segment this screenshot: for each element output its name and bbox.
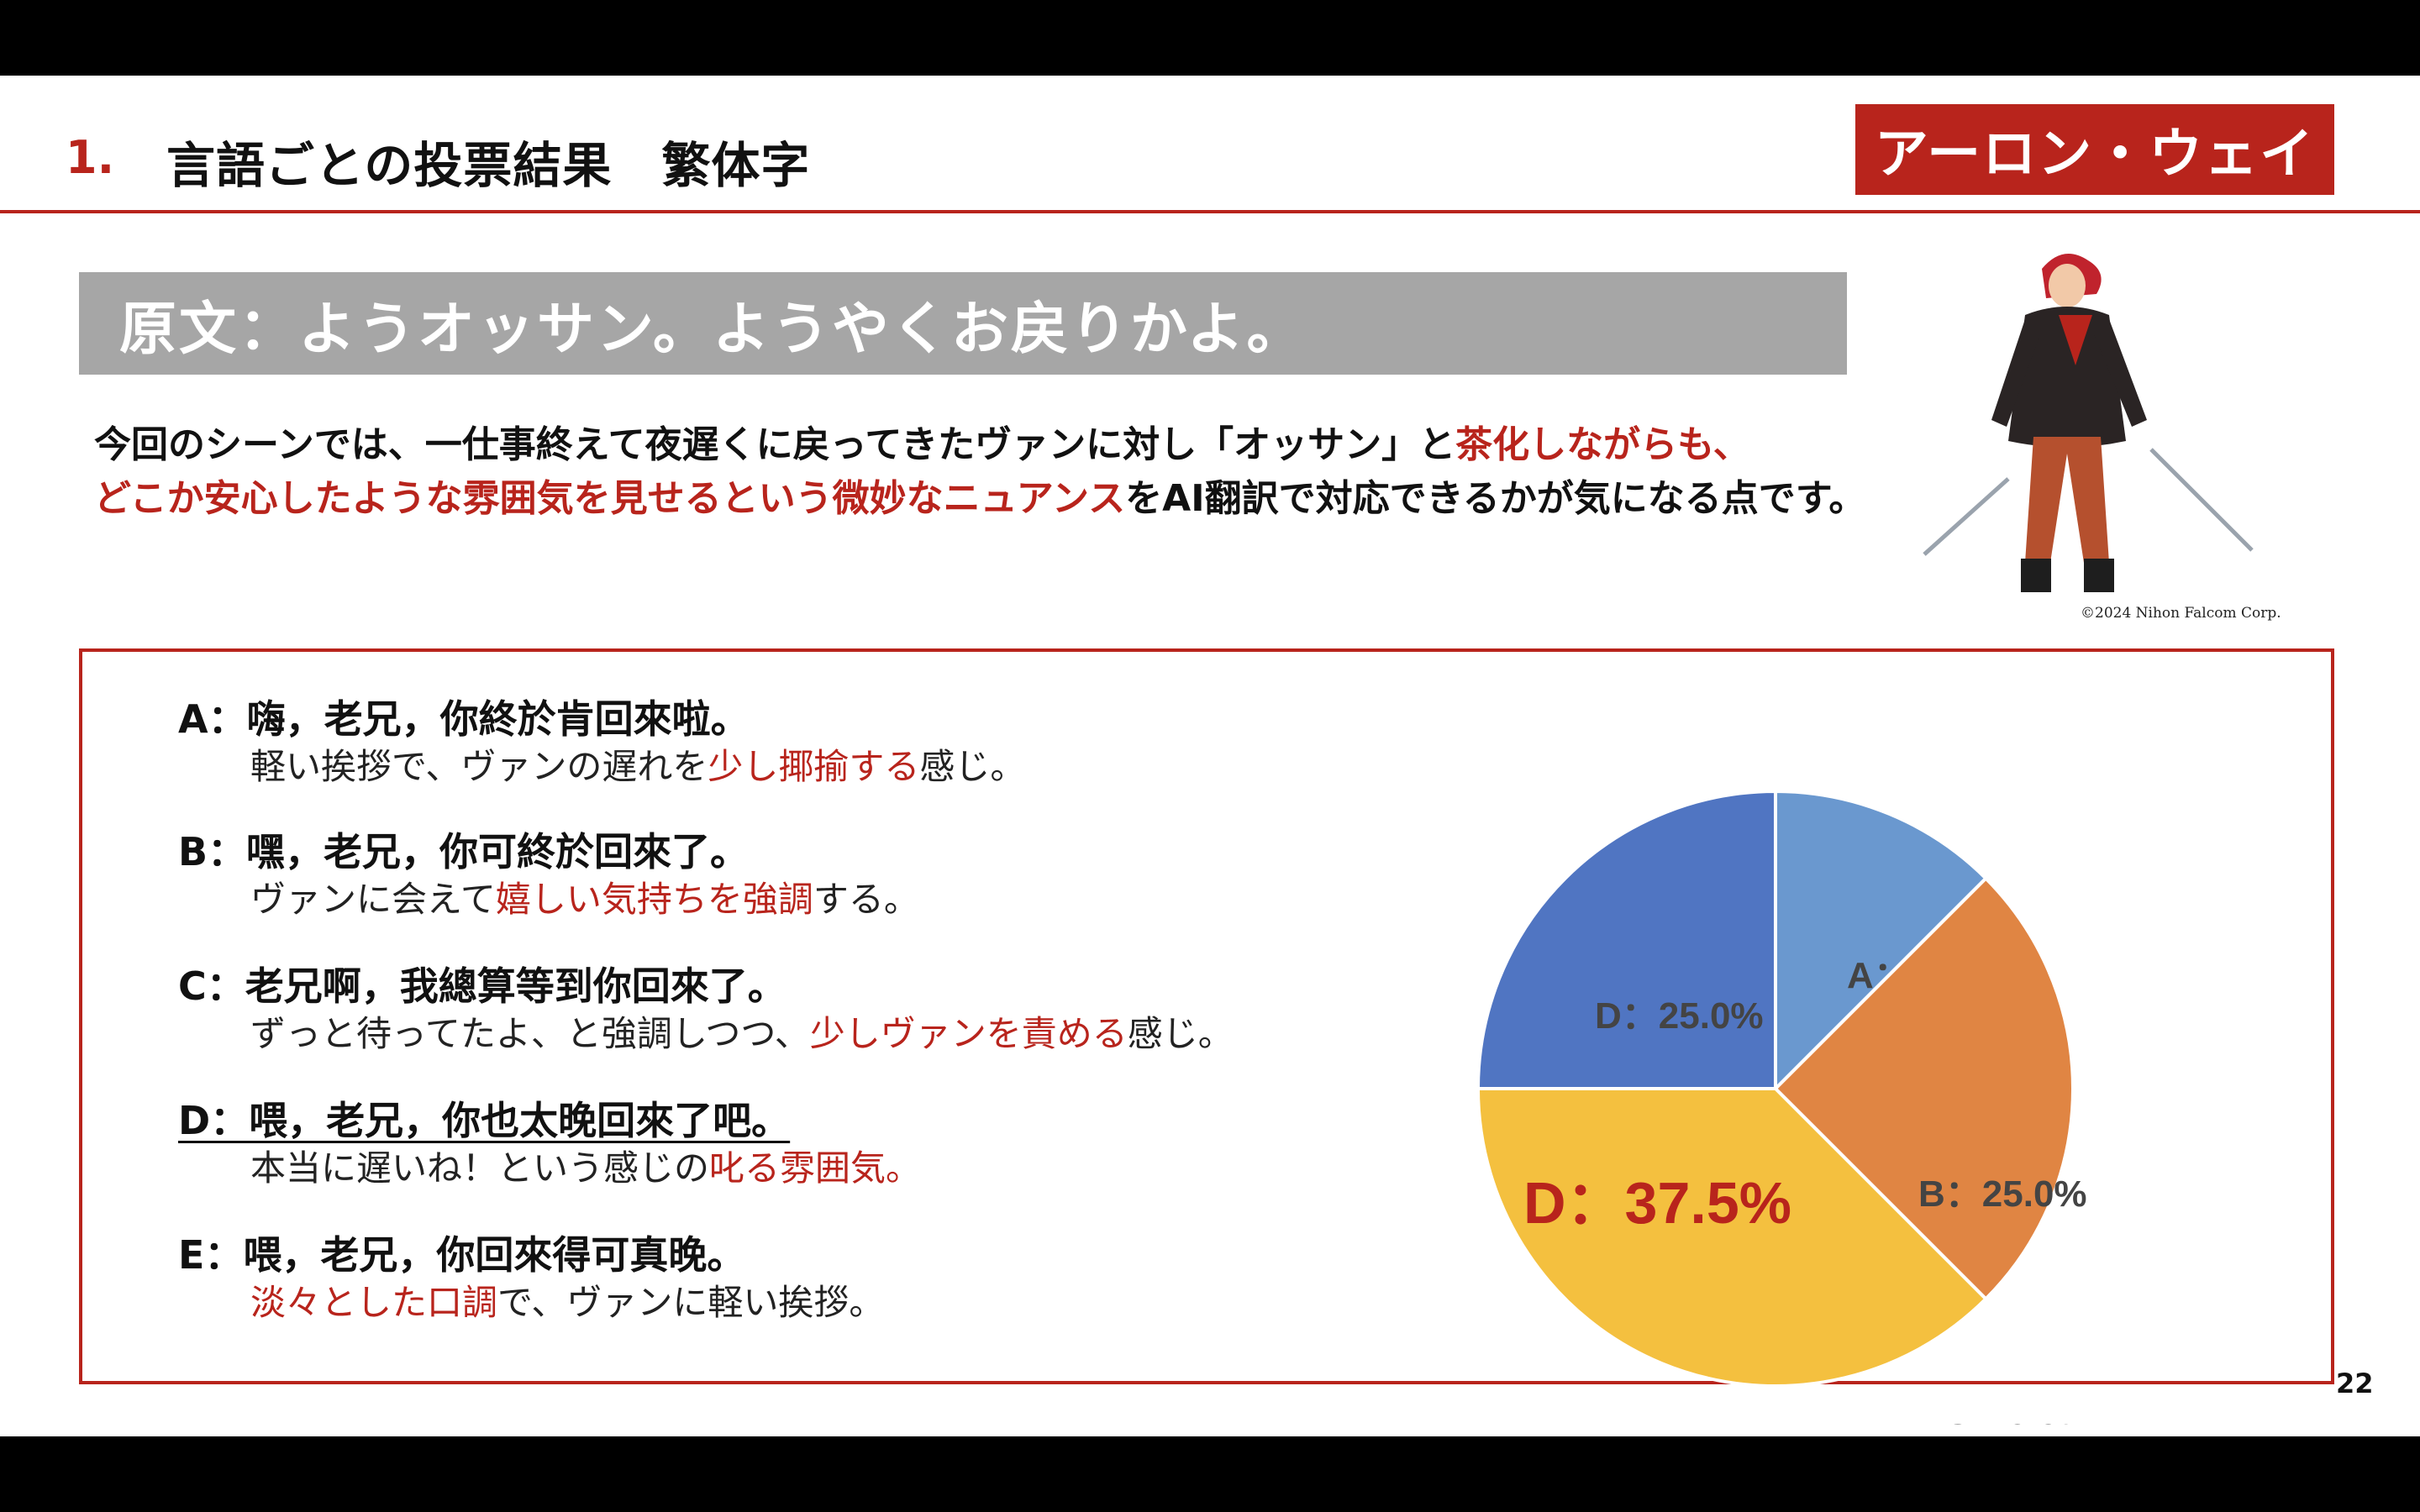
option-b: B：嘿，老兄，你可終於回來了。 ヴァンに会えて嬉しい気持ちを強調する。 (178, 828, 919, 924)
description-segment: 感じ。 (919, 746, 1026, 787)
description-segment: ずっと待ってたよ、と強調しつつ、 (250, 1013, 810, 1054)
pie-slice-a-0 (1774, 789, 1989, 1093)
intro-text: 今回のシーンでは、一仕事終えて夜遅くに戻ってきたヴァンに対し「オッサン」と茶化し… (94, 418, 1865, 526)
copyright-text: ©2024 Nihon Falcom Corp. (2081, 605, 2281, 622)
intro-segment: 今回のシーンでは、一仕事終えて夜遅くに戻ってきたヴァンに対し「オッサン」と (94, 423, 1456, 466)
option-description: 淡々とした口調で、ヴァンに軽い挨拶。 (178, 1278, 884, 1327)
option-translation: E：喂，老兄，你回來得可真晚。 (178, 1232, 746, 1278)
intro-line: 今回のシーンでは、一仕事終えて夜遅くに戻ってきたヴァンに対し「オッサン」と茶化し… (94, 418, 1865, 472)
description-highlight: 淡々とした口調 (250, 1282, 498, 1323)
pie-slice-d-3 (1476, 1087, 1989, 1388)
pie-label-c-2: C：0.0% (1944, 1417, 2091, 1425)
option-translation: D：喂，老兄，你也太晚回來了吧。 (178, 1098, 791, 1143)
intro-segment: をAI翻訳で対応できるかが気になる点です。 (1125, 477, 1866, 520)
option-e: E：喂，老兄，你回來得可真晚。 淡々とした口調で、ヴァンに軽い挨拶。 (178, 1231, 884, 1327)
option-d: D：喂，老兄，你也太晚回來了吧。 本当に遅いね！という感じの叱る雰囲気。 (178, 1097, 921, 1193)
description-segment: で、ヴァンに軽い挨拶。 (497, 1282, 885, 1323)
page-number: 22 (2336, 1368, 2374, 1399)
intro-highlight: 茶化しながらも、 (1455, 423, 1750, 466)
slide: 1. 言語ごとの投票結果 繁体字 アーロン・ウェイ 原文：ようオッサン。ようやく… (0, 76, 2420, 1436)
option-translation: B：嘿，老兄，你可終於回來了。 (178, 829, 750, 874)
option-translation: C：老兄啊，我總算等到你回來了。 (178, 963, 786, 1009)
description-segment: 軽い挨拶で、ヴァンの遅れを (250, 746, 708, 787)
description-segment: する。 (813, 879, 919, 920)
character-name-badge: アーロン・ウェイ (1855, 104, 2334, 195)
pie-slice-b-1 (1773, 875, 2075, 1302)
description-highlight: 少しヴァンを責める (809, 1013, 1128, 1054)
page-title: 言語ごとの投票結果 繁体字 (166, 137, 811, 194)
vote-pie-chart: A：12.5%B：25.0%C：0.0%D：37.5%D：25.0% (1476, 789, 2091, 1425)
pie-label-b-1: B：25.0% (1918, 1173, 2087, 1215)
description-segment: ヴァンに会えて (250, 879, 496, 920)
pie-label-d-3: D：37.5% (1523, 1170, 1791, 1236)
option-a: A：嗨，老兄，你終於肯回來啦。 軽い挨拶で、ヴァンの遅れを少し揶揄する感じ。 (178, 696, 1025, 791)
option-c: C：老兄啊，我總算等到你回來了。 ずっと待ってたよ、と強調しつつ、少しヴァンを責… (178, 963, 1234, 1058)
description-segment: 本当に遅いね！という感じの (250, 1147, 710, 1189)
sword-right-icon (2149, 448, 2254, 552)
description-highlight: 嬉しい気持ちを強調 (495, 879, 813, 920)
pie-slice-d-4 (1476, 789, 1777, 1090)
character-illustration (1923, 254, 2254, 592)
options-box: A：嗨，老兄，你終於肯回來啦。 軽い挨拶で、ヴァンの遅れを少し揶揄する感じ。 B：嘿… (79, 648, 2334, 1425)
header-divider (0, 210, 2420, 213)
section-number: 1. (66, 131, 115, 184)
description-segment: 感じ。 (1127, 1013, 1234, 1054)
option-translation: A：嗨，老兄，你終於肯回來啦。 (178, 696, 750, 742)
option-description: 本当に遅いね！という感じの叱る雰囲気。 (178, 1144, 921, 1193)
intro-highlight: どこか安心したような雰囲気を見せるという微妙なニュアンス (94, 477, 1126, 520)
option-description: ずっと待ってたよ、と強調しつつ、少しヴァンを責める感じ。 (178, 1010, 1234, 1058)
option-description: 軽い挨拶で、ヴァンの遅れを少し揶揄する感じ。 (178, 743, 1025, 791)
option-description: ヴァンに会えて嬉しい気持ちを強調する。 (178, 875, 919, 924)
original-text-bar: 原文：ようオッサン。ようやくお戻りかよ。 (79, 272, 1847, 375)
description-highlight: 叱る雰囲気。 (709, 1147, 922, 1189)
description-highlight: 少し揶揄する (708, 746, 920, 787)
sword-left-icon (1923, 477, 2010, 556)
intro-line: どこか安心したような雰囲気を見せるという微妙なニュアンスをAI翻訳で対応できるか… (94, 472, 1865, 526)
pie-label-d-4: D：25.0% (1595, 995, 1764, 1037)
